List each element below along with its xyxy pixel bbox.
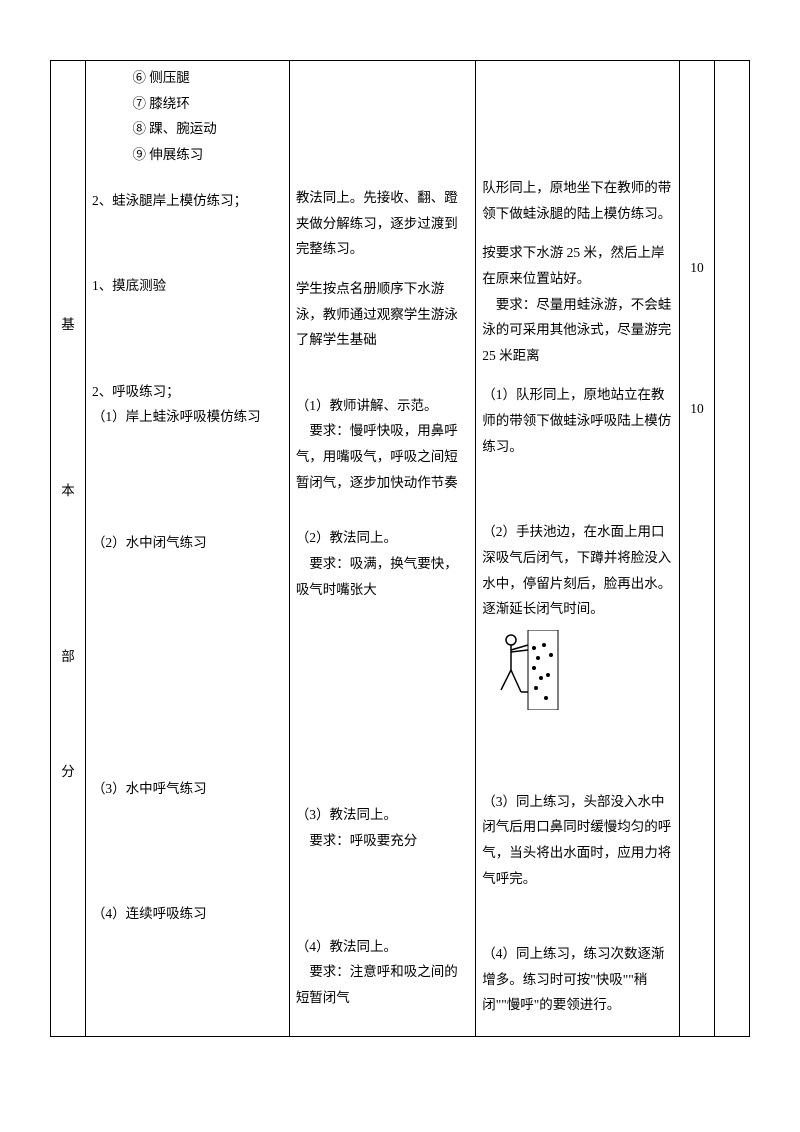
content-2b-sub1-method-req: 要求：慢呼快吸，用鼻呼气，用嘴吸气，呼吸之间短暂闭气，逐步加快动作节奏 xyxy=(296,418,469,495)
content-2b-sub4-method-req: 要求：注意呼和吸之间的短暂闭气 xyxy=(296,959,469,1010)
time-value-2: 10 xyxy=(686,396,708,422)
content-2b-sub4-method: （4）教法同上。 xyxy=(296,934,469,960)
warmup-item-9: ⑨ 伸展练习 xyxy=(92,142,283,168)
section-label-cell: 基 本 部 分 xyxy=(51,61,86,1037)
content-2b-sub2-title: （2）水中闭气练习 xyxy=(92,530,283,556)
method-column: 教法同上。先接收、翻、蹬夹做分解练习，逐步过渡到完整练习。 学生按点名册顺序下水… xyxy=(289,61,475,1037)
pool-edge-figure xyxy=(486,630,673,719)
section-char-4: 分 xyxy=(57,759,79,785)
content-1b-org-line1: 按要求下水游 25 米，然后上岸在原来位置站好。 xyxy=(482,240,673,291)
content-2b-sub4-org: （4）同上练习，练习次数逐渐增多。练习时可按"快吸""稍闭""慢呼"的要领进行。 xyxy=(482,941,673,1018)
content-2b-sub2-method: （2）教法同上。 xyxy=(296,525,469,551)
content-1b-org-line2: 要求：尽量用蛙泳游，不会蛙泳的可采用其他泳式，尽量游完 25 米距离 xyxy=(482,292,673,369)
content-2b-sub1-title: （1）岸上蛙泳呼吸模仿练习 xyxy=(92,404,283,430)
warmup-item-7: ⑦ 膝绕环 xyxy=(92,91,283,117)
time-value-1: 10 xyxy=(686,255,708,281)
section-char-1: 基 xyxy=(57,312,79,338)
warmup-item-6: ⑥ 侧压腿 xyxy=(92,65,283,91)
content-2b-sub1-org: （1）队形同上，原地站立在教师的带领下做蛙泳呼吸陆上模仿练习。 xyxy=(482,382,673,459)
content-2-org: 队形同上，原地坐下在教师的带领下做蛙泳腿的陆上模仿练习。 xyxy=(482,175,673,226)
content-2b-sub2-method-req: 要求：吸满，换气要快，吸气时嘴张大 xyxy=(296,551,469,602)
content-1b-title: 1、摸底测验 xyxy=(92,273,283,299)
lesson-plan-table: 基 本 部 分 ⑥ 侧压腿 ⑦ 膝绕环 ⑧ 踝、腕运动 ⑨ 伸展练习 2、蛙泳腿… xyxy=(50,60,750,1037)
content-2b-sub3-method-req: 要求：呼吸要充分 xyxy=(296,828,469,854)
content-2b-sub3-title: （3）水中呼气练习 xyxy=(92,776,283,802)
reps-column xyxy=(715,61,750,1037)
warmup-item-8: ⑧ 踝、腕运动 xyxy=(92,116,283,142)
content-2b-sub4-title: （4）连续呼吸练习 xyxy=(92,901,283,927)
content-2b-sub1-method: （1）教师讲解、示范。 xyxy=(296,393,469,419)
content-column: ⑥ 侧压腿 ⑦ 膝绕环 ⑧ 踝、腕运动 ⑨ 伸展练习 2、蛙泳腿岸上模仿练习； … xyxy=(85,61,289,1037)
content-2b-sub3-org: （3）同上练习，头部没入水中闭气后用口鼻同时缓慢均匀的呼气，当头将出水面时，应用… xyxy=(482,789,673,892)
content-2b-sub2-org: （2）手扶池边，在水面上用口深吸气后闭气，下蹲并将脸没入水中，停留片刻后，脸再出… xyxy=(482,519,673,622)
section-char-2: 本 xyxy=(57,478,79,504)
content-2-title: 2、蛙泳腿岸上模仿练习； xyxy=(92,188,283,214)
time-column: 10 10 xyxy=(680,61,715,1037)
section-char-3: 部 xyxy=(57,644,79,670)
content-2-method: 教法同上。先接收、翻、蹬夹做分解练习，逐步过渡到完整练习。 xyxy=(296,185,469,262)
content-1b-method: 学生按点名册顺序下水游泳，教师通过观察学生游泳了解学生基础 xyxy=(296,276,469,353)
content-2b-title: 2、呼吸练习； xyxy=(92,379,283,405)
content-2b-sub3-method: （3）教法同上。 xyxy=(296,802,469,828)
organization-column: 队形同上，原地坐下在教师的带领下做蛙泳腿的陆上模仿练习。 按要求下水游 25 米… xyxy=(476,61,680,1037)
